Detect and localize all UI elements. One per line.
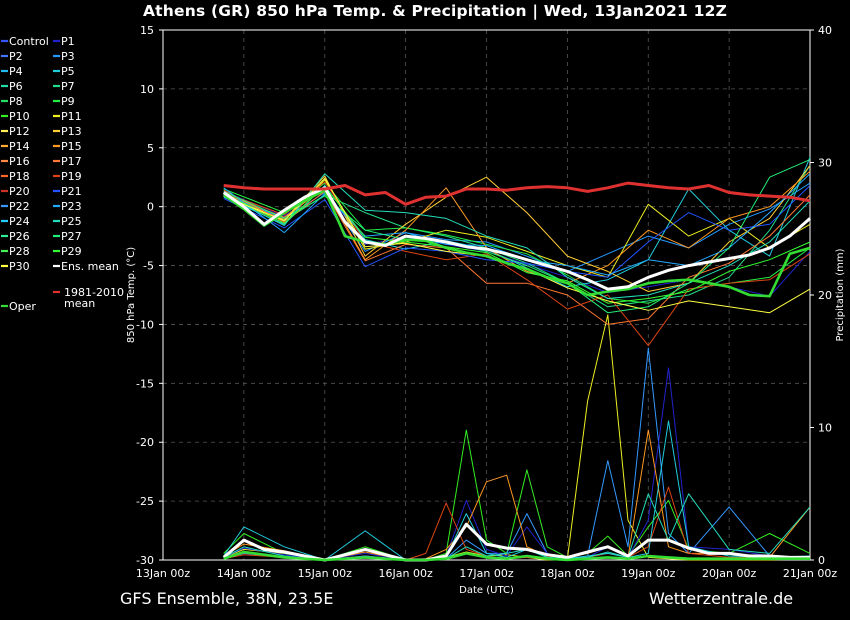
legend-label: Ens. mean — [61, 260, 119, 273]
y-tick-label: 0 — [147, 201, 154, 214]
legend-label: P19 — [61, 170, 82, 183]
chart-title: Athens (GR) 850 hPa Temp. & Precipitatio… — [142, 2, 728, 20]
legend-label: P29 — [61, 245, 82, 258]
legend-label: P7 — [61, 80, 75, 93]
x-tick-label: 13Jan 00z — [136, 567, 190, 580]
legend-label: P30 — [9, 260, 30, 273]
legend-label: P27 — [61, 230, 82, 243]
legend-label: P14 — [9, 140, 30, 153]
legend-label: Control — [9, 35, 49, 48]
legend-label: P5 — [61, 65, 75, 78]
legend-label: P15 — [61, 140, 82, 153]
legend-label: P3 — [61, 50, 75, 63]
legend-label: P8 — [9, 95, 23, 108]
y2-tick-label: 10 — [818, 422, 832, 435]
footer-source: Wetterzentrale.de — [649, 589, 794, 608]
x-tick-label: 21Jan 00z — [783, 567, 837, 580]
legend-label: P4 — [9, 65, 23, 78]
temp-line-p29 — [223, 186, 811, 304]
legend-label: mean — [64, 297, 95, 310]
legend-label: P12 — [9, 125, 30, 138]
y2-axis-title: Precipitation (mm) — [835, 248, 846, 341]
legend-label: P28 — [9, 245, 30, 258]
precip-line-p15 — [223, 429, 811, 561]
x-tick-label: 16Jan 00z — [379, 567, 433, 580]
y2-tick-label: 40 — [818, 24, 832, 37]
legend-label: P2 — [9, 50, 23, 63]
legend-label: P20 — [9, 185, 30, 198]
precip-line-ens-mean — [222, 522, 810, 562]
y-axis-title: 850 hPa Temp. (°C) — [126, 247, 137, 343]
legend-label: 1981-2010 — [64, 286, 124, 299]
legend-label: P6 — [9, 80, 23, 93]
legend-label: P1 — [61, 35, 75, 48]
precip-line-p1 — [223, 367, 811, 561]
legend-label: P13 — [61, 125, 82, 138]
y2-tick-label: 0 — [818, 554, 825, 567]
legend-label: P17 — [61, 155, 82, 168]
precip-line-p22 — [223, 347, 811, 561]
legend-label: P18 — [9, 170, 30, 183]
y2-tick-label: 30 — [818, 157, 832, 170]
legend-label: P25 — [61, 215, 82, 228]
y-tick-label: -5 — [143, 260, 154, 273]
legend-label: P10 — [9, 110, 30, 123]
x-tick-label: 14Jan 00z — [217, 567, 271, 580]
temp-line-p17 — [223, 189, 811, 325]
y-tick-label: 10 — [140, 83, 154, 96]
legend-label: P16 — [9, 155, 30, 168]
legend-label: P22 — [9, 200, 30, 213]
temp-line-oper — [222, 188, 811, 298]
legend-label: Oper — [9, 300, 36, 313]
y-tick-label: -15 — [136, 377, 154, 390]
x-tick-label: 17Jan 00z — [459, 567, 513, 580]
temp-line-1981-2010-mean — [223, 181, 811, 206]
precip-line-p11 — [223, 314, 811, 561]
y-tick-label: 5 — [147, 142, 154, 155]
legend-label: P24 — [9, 215, 30, 228]
y-tick-label: -30 — [136, 554, 154, 567]
precip-line-oper — [223, 550, 810, 562]
temp-line-p27 — [223, 159, 811, 314]
x-axis-title: Date (UTC) — [459, 585, 514, 596]
footer-model-location: GFS Ensemble, 38N, 23.5E — [120, 589, 334, 608]
y-tick-label: 15 — [140, 24, 154, 37]
x-tick-label: 18Jan 00z — [540, 567, 594, 580]
legend-label: P26 — [9, 230, 30, 243]
legend-label: P21 — [61, 185, 82, 198]
legend-label: P9 — [61, 95, 75, 108]
precip-line-p10 — [223, 429, 811, 561]
x-tick-label: 20Jan 00z — [702, 567, 756, 580]
y-tick-label: -20 — [136, 436, 154, 449]
legend-label: P11 — [61, 110, 82, 123]
x-tick-label: 19Jan 00z — [621, 567, 675, 580]
x-tick-label: 15Jan 00z — [298, 567, 352, 580]
y-tick-label: -10 — [136, 318, 154, 331]
y-tick-label: -25 — [136, 495, 154, 508]
legend-label: P23 — [61, 200, 82, 213]
y2-tick-label: 20 — [818, 289, 832, 302]
